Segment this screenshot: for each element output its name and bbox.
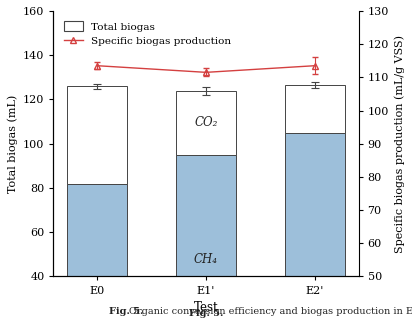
Text: Fig. 5.  Organic conversion efficiency and biogas production in E1’ and E2’.: Fig. 5. Organic conversion efficiency an… (19, 309, 393, 318)
Legend: Total biogas, Specific biogas production: Total biogas, Specific biogas production (59, 16, 236, 51)
Bar (67, 184, 127, 321)
Text: CO₂: CO₂ (194, 116, 218, 129)
Y-axis label: Total biogas (mL): Total biogas (mL) (7, 95, 17, 193)
Text: Organic conversion efficiency and biogas production in E1’ and E2’.: Organic conversion efficiency and biogas… (129, 307, 412, 316)
X-axis label: Test: Test (194, 301, 218, 314)
Text: Fig. 5.: Fig. 5. (189, 309, 223, 318)
Y-axis label: Specific biogas production (mL/g VSS): Specific biogas production (mL/g VSS) (395, 35, 405, 253)
Text: CH₄: CH₄ (194, 253, 218, 266)
Text: Fig. 5.: Fig. 5. (109, 307, 143, 316)
Bar (285, 85, 345, 133)
Bar (176, 155, 236, 321)
Bar (67, 86, 127, 184)
Bar (176, 91, 236, 155)
Bar (285, 133, 345, 321)
